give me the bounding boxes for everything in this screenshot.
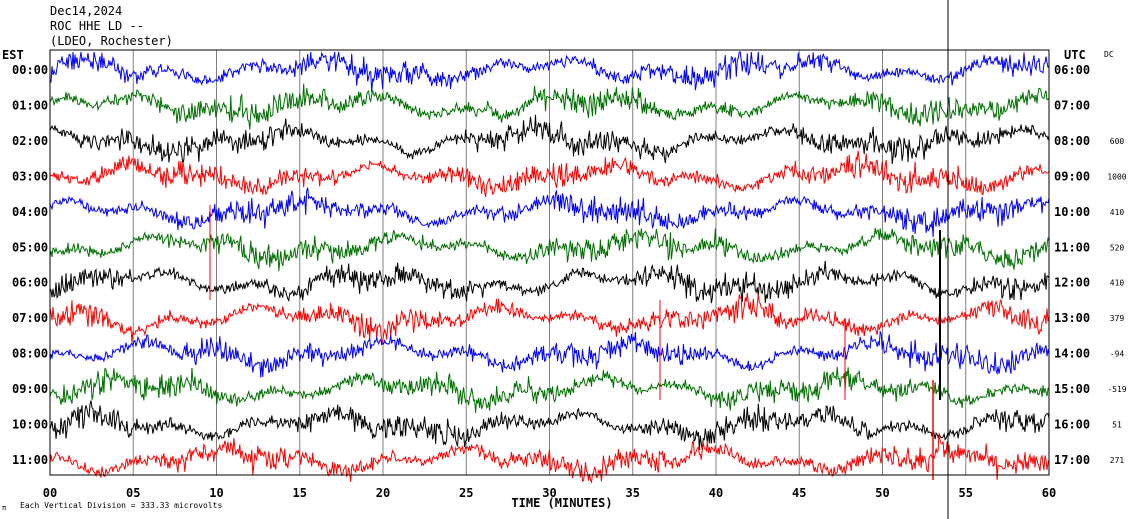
trace-line-3 [49,150,1050,198]
x-tick-label: 45 [792,486,806,500]
right-tick-label: 08:00 [1054,134,1090,148]
footnote: Each Vertical Division = 333.33 microvol… [20,501,222,510]
left-tick-label: 07:00 [12,311,48,325]
trace-line-5 [49,227,1050,272]
trace-line-10 [49,400,1050,451]
right-tick-label: 16:00 [1054,418,1090,432]
right-tick-label: 13:00 [1054,311,1090,325]
x-tick-label: 55 [959,486,973,500]
dc-value: 271 [1110,456,1125,465]
x-tick-label: 00 [43,486,57,500]
trace-line-2 [49,114,1050,164]
dc-value: 51 [1112,421,1122,430]
header-date: Dec14,2024 [50,4,123,18]
header-station: ROC HHE LD -- [50,19,144,33]
right-axis-label: UTC [1064,48,1086,62]
left-tick-label: 00:00 [12,63,48,77]
dc-value: -519 [1107,385,1126,394]
trace-line-11 [49,432,1050,484]
right-tick-label: 09:00 [1054,169,1090,183]
dc-value: -94 [1110,350,1125,359]
header-network: (LDEO, Rochester) [50,34,173,48]
dc-value: 410 [1110,208,1125,217]
trace-line-6 [49,260,1050,304]
x-tick-label: 20 [376,486,390,500]
x-tick-label: 35 [626,486,640,500]
dc-value: 600 [1110,137,1125,146]
x-tick-label: 15 [293,486,307,500]
right-tick-label: 06:00 [1054,63,1090,77]
left-tick-label: 08:00 [12,347,48,361]
right-tick-label: 10:00 [1054,205,1090,219]
dc-value: 410 [1110,279,1125,288]
seismic-traces [49,51,1050,484]
x-tick-label: 30 [542,486,556,500]
left-tick-label: 04:00 [12,205,48,219]
right-tick-label: 14:00 [1054,347,1090,361]
trace-line-7 [49,292,1050,345]
left-tick-label: 11:00 [12,453,48,467]
left-tick-label: 05:00 [12,240,48,254]
x-tick-label: 05 [126,486,140,500]
x-tick-label: 10 [209,486,223,500]
dc-value: 1000 [1107,172,1126,181]
dc-value: 520 [1110,243,1125,252]
right-tick-label: 17:00 [1054,453,1090,467]
event-spikes [209,0,949,519]
x-tick-label: 25 [459,486,473,500]
right-tick-label: 15:00 [1054,382,1090,396]
x-tick-label: 60 [1042,486,1056,500]
x-tick-label: 40 [709,486,723,500]
logo-mark: π [2,504,7,512]
trace-line-4 [49,187,1050,238]
right-tick-label: 07:00 [1054,98,1090,112]
right-tick-label: 11:00 [1054,240,1090,254]
left-tick-label: 03:00 [12,169,48,183]
trace-line-9 [49,366,1050,413]
right-tick-label: 12:00 [1054,276,1090,290]
dc-value: 379 [1110,314,1125,323]
left-tick-label: 02:00 [12,134,48,148]
left-tick-label: 01:00 [12,98,48,112]
x-tick-label: 50 [875,486,889,500]
plot-frame [49,49,1050,476]
trace-line-1 [49,83,1050,130]
x-axis-label: TIME (MINUTES) [511,496,612,510]
left-tick-label: 06:00 [12,276,48,290]
axis-labels: EST UTC DC TIME (MINUTES) Each Vertical … [2,48,1127,512]
trace-line-0 [49,51,1050,93]
left-tick-label: 10:00 [12,418,48,432]
dc-label: DC [1104,50,1114,59]
left-tick-label: 09:00 [12,382,48,396]
trace-line-8 [49,330,1050,378]
left-axis-label: EST [2,48,24,62]
